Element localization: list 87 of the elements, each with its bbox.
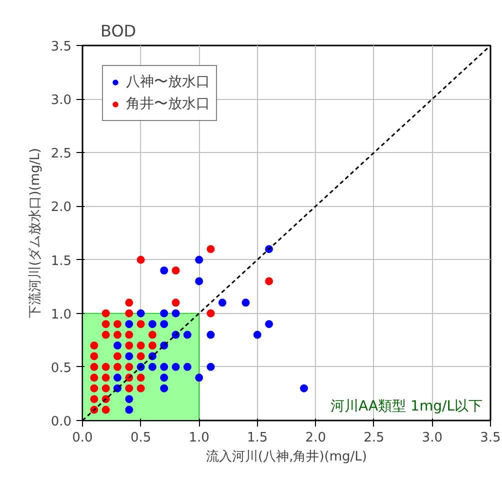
point	[172, 266, 180, 274]
point	[90, 352, 98, 360]
point	[113, 320, 122, 328]
point	[160, 362, 168, 371]
point	[125, 320, 134, 328]
point	[218, 298, 226, 307]
point	[160, 266, 168, 274]
point	[113, 374, 122, 382]
point	[90, 362, 98, 371]
point	[206, 309, 215, 318]
point	[160, 384, 168, 392]
x-tick-label: 3.0	[422, 430, 443, 446]
y-tick-label: 0.5	[50, 360, 72, 376]
point	[125, 330, 134, 339]
point	[102, 406, 110, 414]
point	[90, 374, 98, 382]
chart-title: BOD	[100, 22, 136, 40]
point	[148, 342, 156, 350]
y-tick-label: 3.0	[50, 93, 72, 108]
x-tick-label: 3.5	[480, 430, 501, 446]
point	[300, 384, 308, 392]
point	[136, 320, 145, 328]
x-tick-label: 0.0	[72, 430, 93, 446]
point	[183, 330, 192, 339]
point	[125, 395, 134, 404]
point	[195, 277, 204, 286]
point	[242, 298, 250, 307]
point	[113, 352, 122, 360]
x-tick-label: 2.0	[305, 430, 326, 446]
y-tick-label: 0.0	[50, 414, 72, 430]
point	[125, 406, 134, 414]
point	[102, 362, 110, 371]
point	[125, 362, 134, 371]
point	[125, 384, 134, 392]
point	[148, 320, 156, 328]
point	[102, 309, 110, 318]
y-tick-label: 2.0	[50, 200, 72, 216]
point	[172, 298, 180, 307]
point	[183, 362, 192, 371]
y-tick-label: 3.5	[50, 40, 72, 54]
y-tick-label: 2.5	[50, 146, 72, 162]
point	[160, 320, 168, 328]
x-tick-label: 2.5	[364, 430, 384, 446]
point	[102, 320, 110, 328]
point	[125, 309, 134, 318]
point	[113, 362, 122, 371]
point	[125, 352, 134, 360]
point	[195, 256, 204, 264]
point	[172, 362, 180, 371]
point	[206, 362, 215, 371]
point	[125, 298, 134, 307]
point	[113, 330, 122, 339]
point	[136, 256, 145, 264]
point	[102, 330, 110, 339]
point	[125, 342, 134, 350]
y-axis-title: 下流河川(ダム放水口)(mg/L)	[26, 148, 43, 318]
point	[113, 342, 122, 350]
point	[90, 342, 98, 350]
y-tick-label: 1.0	[50, 307, 72, 322]
point	[253, 330, 262, 339]
x-tick-label: 1.5	[247, 430, 268, 446]
point	[136, 352, 145, 360]
point	[206, 245, 215, 254]
point	[206, 330, 215, 339]
legend-label: 八神〜放水口	[126, 73, 210, 91]
point	[160, 374, 168, 382]
annotation: 河川AA類型 1mg/L以下	[330, 398, 483, 414]
point	[136, 342, 145, 350]
point	[136, 309, 145, 318]
point	[160, 309, 168, 318]
point	[90, 384, 98, 392]
point	[90, 395, 98, 404]
point	[102, 374, 110, 382]
point	[148, 362, 156, 371]
point	[148, 330, 156, 339]
y-tick-label: 1.5	[50, 254, 72, 269]
point	[136, 384, 145, 392]
point	[136, 374, 145, 382]
point	[102, 384, 110, 392]
point	[195, 374, 204, 382]
point	[265, 320, 274, 328]
x-tick-label: 0.5	[130, 430, 152, 446]
x-axis-title: 流入河川(八神,角井)(mg/L)	[206, 448, 367, 464]
point	[172, 309, 180, 318]
point	[265, 277, 274, 286]
legend-label: 角井〜放水口	[126, 95, 210, 113]
x-tick-label: 1.0	[188, 430, 210, 446]
